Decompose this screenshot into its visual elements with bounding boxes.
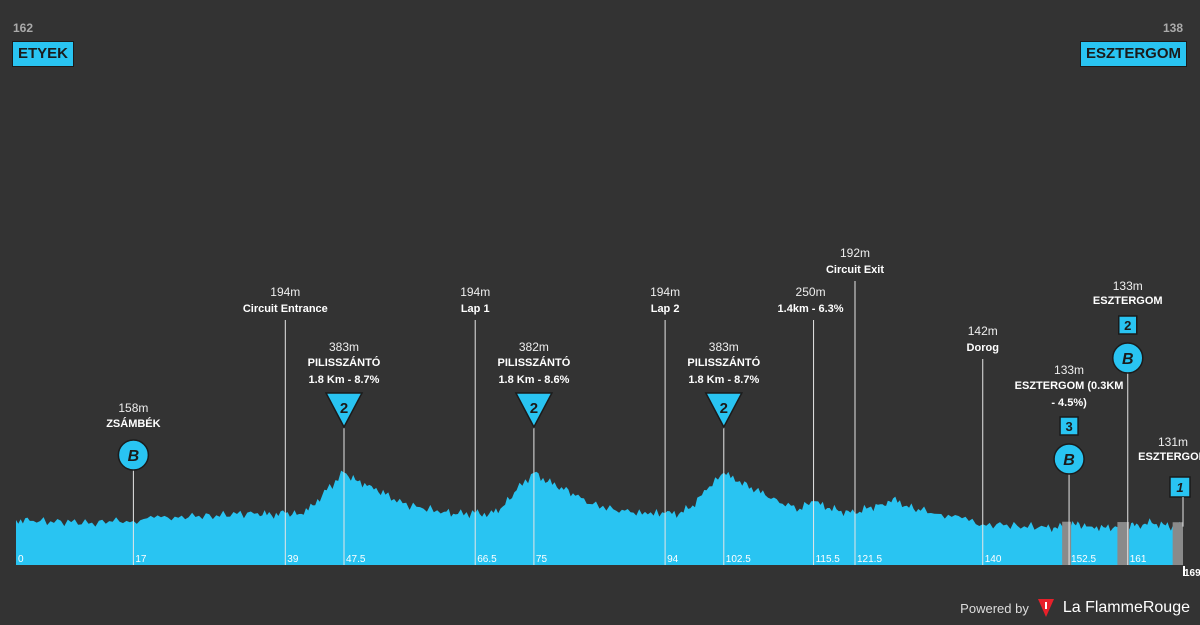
sprint-zone: [1062, 521, 1072, 565]
elevation-profile-area: [16, 470, 1183, 565]
bonus-marker-letter: B: [1063, 452, 1075, 469]
finish-tick: [1183, 566, 1185, 576]
point-elevation-label: 382m: [519, 340, 549, 354]
category-box: [1059, 416, 1079, 436]
point-elevation-label: 194m: [650, 285, 680, 299]
km-tick-label: 17: [135, 554, 147, 565]
km-tick-label: 102.5: [726, 554, 751, 565]
powered-by-text: Powered by: [960, 600, 1029, 616]
km-tick-label: 121.5: [857, 554, 882, 565]
km-tick-label: 66.5: [477, 554, 497, 565]
climb-marker-icon: [514, 392, 554, 429]
point-name-label: PILISSZÁNTÓ: [308, 356, 381, 369]
km-tick-label: 0: [18, 554, 24, 565]
category-box: [1118, 315, 1138, 335]
category-number: 3: [1065, 419, 1072, 434]
point-name-label: PILISSZÁNTÓ: [687, 356, 760, 369]
bonus-marker-letter: B: [1122, 351, 1134, 368]
point-elevation-label: 133m: [1054, 363, 1084, 377]
point-elevation-label: 158m: [118, 401, 148, 415]
km-tick-label: 152.5: [1071, 554, 1096, 565]
finish-city: ESZTERGOM: [1079, 41, 1187, 67]
category-number: 2: [1124, 318, 1131, 333]
point-elevation-label: 192m: [840, 246, 870, 260]
point-name-label: Circuit Exit: [826, 264, 884, 276]
bonus-marker-icon: [117, 439, 150, 471]
point-name-label: ESZTERGOM: [1093, 295, 1163, 307]
point-detail-label: 1.8 Km - 8.6%: [498, 374, 569, 386]
km-tick-label: 94: [667, 554, 679, 565]
point-detail-label: - 4.5%): [1051, 397, 1087, 409]
point-elevation-label: 383m: [329, 340, 359, 354]
start-city: ETYEK: [12, 41, 75, 67]
point-name-label: ESZTERGOM (0.3KM: [1015, 380, 1124, 392]
point-detail-label: 1.8 Km - 8.7%: [688, 374, 759, 386]
footer: Powered by La FlammeRouge: [960, 598, 1190, 618]
point-elevation-label: 131m: [1158, 435, 1188, 449]
climb-marker-icon: [324, 392, 364, 429]
km-tick-label: 115.5: [816, 554, 841, 565]
climb-category-number: 2: [530, 400, 538, 417]
point-detail-label: 1.8 Km - 8.7%: [309, 374, 380, 386]
point-elevation-label: 250m: [796, 285, 826, 299]
finish-marker-number: 1: [1176, 480, 1183, 495]
start-elevation: 162: [13, 21, 34, 35]
point-elevation-label: 142m: [968, 324, 998, 338]
climb-marker-icon: [704, 392, 744, 429]
sprint-zone: [1172, 522, 1183, 565]
sprint-zone: [1117, 522, 1130, 565]
km-end-label: 169: [1184, 568, 1200, 579]
point-name-label: ZSÁMBÉK: [106, 417, 160, 430]
bonus-marker-icon: [1112, 342, 1144, 374]
flamme-rouge-logo-icon: [1037, 599, 1054, 617]
point-name-label: Lap 2: [651, 303, 680, 315]
point-elevation-label: 383m: [709, 340, 739, 354]
point-name-label: ESZTERGOM: [1138, 451, 1200, 463]
climb-category-number: 2: [340, 400, 348, 417]
km-tick-label: 39: [287, 554, 299, 565]
climb-category-number: 2: [720, 400, 728, 417]
bonus-marker-letter: B: [128, 448, 140, 465]
point-elevation-label: 194m: [270, 285, 300, 299]
point-name-label: Lap 1: [461, 303, 490, 315]
point-name-label: PILISSZÁNTÓ: [498, 356, 571, 369]
point-elevation-label: 194m: [460, 285, 490, 299]
km-tick-label: 140: [985, 554, 1002, 565]
km-tick-label: 47.5: [346, 554, 366, 565]
bonus-marker-icon: [1053, 443, 1085, 475]
point-name-label: Circuit Entrance: [243, 303, 328, 315]
km-tick-label: 161: [1130, 554, 1147, 565]
point-name-label: Dorog: [967, 342, 999, 354]
point-elevation-label: 133m: [1113, 279, 1143, 293]
finish-marker-icon: [1169, 476, 1191, 498]
point-name-label: 1.4km - 6.3%: [778, 303, 844, 315]
finish-elevation: 138: [1163, 21, 1184, 35]
brand-name: La FlammeRouge: [1062, 599, 1190, 616]
km-tick-label: 75: [536, 554, 548, 565]
